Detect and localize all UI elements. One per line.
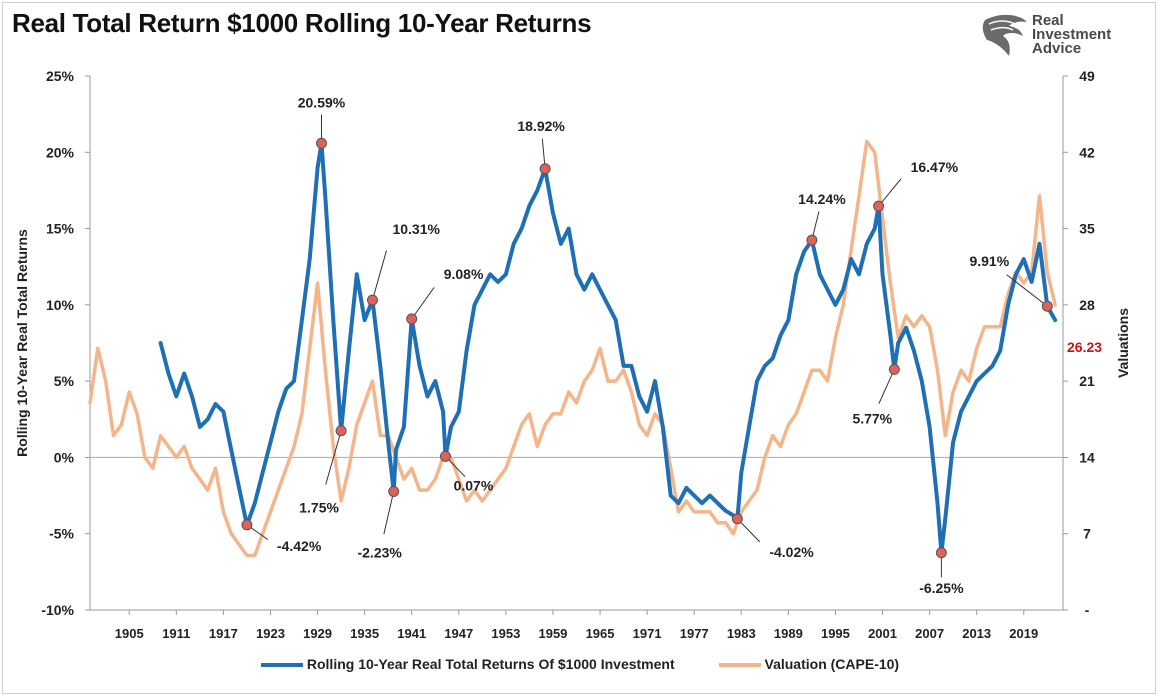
y-axis-title: Rolling 10-Year Real Total Returns: [14, 229, 30, 457]
annotation-label: 9.08%: [444, 266, 484, 282]
y2-tick-label: 21: [1079, 373, 1095, 389]
x-tick-label: 1941: [397, 626, 426, 641]
legend-item-cape: Valuation (CAPE-10): [718, 656, 900, 672]
annotation-marker: [439, 450, 451, 462]
x-tick-label: 2013: [962, 626, 991, 641]
x-tick-label: 1965: [586, 626, 615, 641]
annotation-marker: [935, 547, 947, 559]
y-tick-label: 10%: [46, 297, 75, 313]
y2-tick-label: -: [1085, 602, 1090, 618]
annotation-label: -2.23%: [357, 544, 402, 560]
x-tick-label: 2019: [1009, 626, 1038, 641]
legend: Rolling 10-Year Real Total Returns Of $1…: [0, 656, 1160, 672]
y-tick-label: -10%: [41, 602, 74, 618]
y-tick-label: 0%: [54, 449, 75, 465]
annotation-leader: [878, 369, 895, 404]
annotation-leader: [1006, 274, 1048, 307]
y-tick-label: 5%: [54, 373, 75, 389]
annotation-leader: [325, 430, 342, 485]
annotation-label: 18.92%: [517, 118, 565, 134]
logo-line2: Investment: [1032, 26, 1112, 43]
annotation-label: 10.31%: [392, 221, 440, 237]
annotation-label: 20.59%: [298, 94, 346, 110]
y-tick-label: 15%: [46, 221, 75, 237]
series-line-returns: [158, 141, 1058, 555]
annotation-leader: [411, 287, 435, 320]
legend-label-cape: Valuation (CAPE-10): [764, 656, 900, 672]
annotation-label: -4.02%: [769, 544, 814, 560]
annotation-label: 0.07%: [454, 477, 494, 493]
annotation-label: 16.47%: [911, 159, 959, 175]
legend-swatch-cape: [718, 663, 761, 668]
y-tick-label: 25%: [46, 68, 75, 84]
chart-title: Real Total Return $1000 Rolling 10-Year …: [12, 8, 592, 38]
x-tick-label: 1947: [444, 626, 473, 641]
y2-axis-title: Valuations: [1115, 308, 1131, 378]
x-tick-label: 1923: [256, 626, 285, 641]
annotation-marker: [366, 294, 378, 306]
x-tick-label: 1911: [162, 626, 190, 641]
logo-text: Real Investment Advice: [1032, 12, 1112, 57]
logo-line3: Advice: [1032, 40, 1082, 57]
annotation-label: 5.77%: [852, 410, 892, 426]
x-tick-label: 1929: [303, 626, 332, 641]
eagle-logo-icon: [982, 14, 1027, 57]
annotation-label: 14.24%: [798, 191, 846, 207]
y2-tick-label: 49: [1079, 68, 1095, 84]
annotation-marker: [315, 137, 327, 149]
legend-swatch-returns: [260, 663, 303, 668]
x-tick-label: 1983: [727, 626, 756, 641]
annotation-marker: [806, 234, 818, 246]
x-tick-label: 1971: [633, 626, 662, 641]
y2-tick-label: 42: [1079, 144, 1095, 160]
x-tick-label: 1917: [209, 626, 238, 641]
legend-item-returns: Rolling 10-Year Real Total Returns Of $1…: [260, 656, 675, 672]
x-tick-label: 1989: [774, 626, 803, 641]
y2-tick-label: 7: [1083, 526, 1091, 542]
annotation-marker: [335, 425, 347, 437]
x-tick-label: 2007: [915, 626, 944, 641]
annotation-label: 1.75%: [299, 500, 339, 516]
x-tick-label: 1959: [538, 626, 567, 641]
y-tick-label: 20%: [46, 144, 75, 160]
y-tick-label: -5%: [49, 526, 74, 542]
annotation-marker: [888, 363, 900, 375]
x-tick-label: 1953: [491, 626, 520, 641]
annotation-marker: [731, 513, 743, 525]
cape-current-value: 26.23: [1067, 339, 1102, 355]
logo-line1: Real: [1032, 12, 1064, 29]
x-tick-label: 1905: [115, 626, 144, 641]
y2-tick-label: 14: [1079, 449, 1095, 465]
y2-tick-label: 28: [1079, 297, 1095, 313]
annotation-label: 9.91%: [969, 253, 1009, 269]
series-line-cape: [88, 139, 1057, 558]
annotation-label: -4.42%: [277, 538, 322, 554]
x-tick-label: 1935: [350, 626, 379, 641]
annotation-marker: [873, 200, 885, 212]
x-tick-label: 2001: [868, 626, 897, 641]
annotation-marker: [241, 519, 253, 531]
legend-label-returns: Rolling 10-Year Real Total Returns Of $1…: [306, 656, 675, 672]
annotation-leader: [383, 491, 395, 535]
annotation-marker: [539, 163, 551, 175]
annotation-marker: [388, 485, 400, 497]
annotation-leader: [372, 250, 387, 301]
annotation-marker: [1041, 300, 1053, 312]
annotation-label: -6.25%: [919, 580, 964, 596]
x-tick-label: 1995: [821, 626, 850, 641]
annotation-marker: [406, 313, 418, 325]
y2-tick-label: 35: [1079, 221, 1095, 237]
x-tick-label: 1977: [680, 626, 709, 641]
annotation-leader: [878, 178, 902, 207]
